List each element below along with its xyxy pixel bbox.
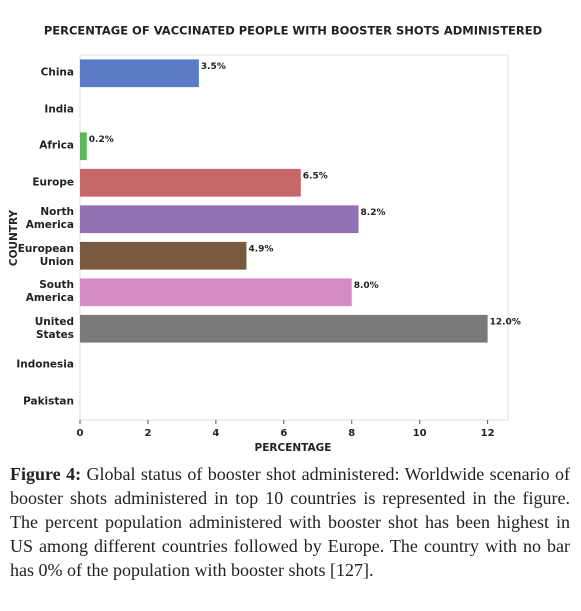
value-label: 0.2% [89, 135, 114, 145]
bar [80, 205, 359, 234]
bar [80, 314, 488, 343]
x-tick-label: 2 [144, 428, 151, 439]
x-tick-label: 12 [481, 428, 495, 439]
bar [80, 278, 352, 307]
bar [80, 168, 301, 197]
bar [80, 59, 199, 88]
value-label: 4.9% [248, 244, 273, 254]
y-tick-label: United States [34, 315, 74, 341]
value-label: 12.0% [490, 317, 521, 327]
y-tick-label: Pakistan [23, 395, 74, 408]
plot-frame [79, 54, 509, 421]
y-axis-label: COUNTRY [8, 209, 20, 266]
value-label: 8.0% [354, 281, 379, 291]
bar [80, 241, 247, 270]
y-tick-label: Africa [39, 139, 74, 152]
figure-caption: Figure 4: Global status of booster shot … [10, 462, 570, 582]
y-tick-label: North America [25, 206, 74, 232]
value-label: 6.5% [303, 171, 328, 181]
caption-text: Global status of booster shot administer… [10, 464, 570, 580]
y-tick-label: South America [25, 279, 74, 305]
y-tick-label: China [40, 66, 74, 79]
y-tick-label: Indonesia [16, 358, 74, 371]
x-tick-label: 6 [280, 428, 287, 439]
y-tick-label: Europe [32, 176, 74, 189]
value-label: 3.5% [201, 62, 226, 72]
y-tick-label: European Union [17, 242, 74, 268]
x-tick-label: 10 [413, 428, 427, 439]
x-tick-label: 0 [77, 428, 84, 439]
chart: PERCENTAGE OF VACCINATED PEOPLE WITH BOO… [8, 24, 542, 455]
x-axis-label: PERCENTAGE [255, 442, 332, 454]
y-tick-label: India [44, 103, 74, 116]
x-tick-label: 4 [212, 428, 219, 439]
caption-label: Figure 4: [10, 464, 82, 484]
bar [80, 132, 87, 161]
x-tick-label: 8 [348, 428, 355, 439]
value-label: 8.2% [361, 208, 386, 218]
chart-title: PERCENTAGE OF VACCINATED PEOPLE WITH BOO… [44, 24, 542, 38]
